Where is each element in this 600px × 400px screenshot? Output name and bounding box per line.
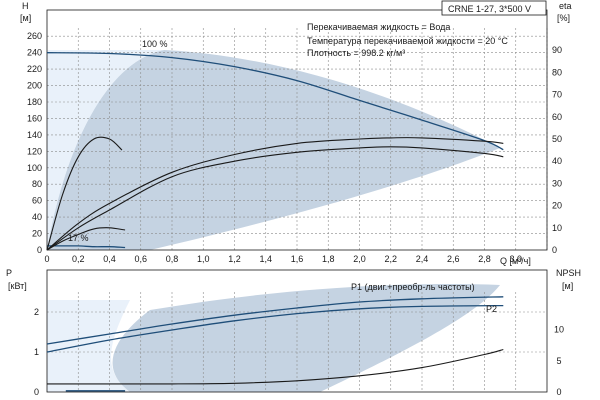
y-tick-label-left: 120: [27, 146, 42, 156]
y-label-right-bottom-2: [м]: [562, 281, 573, 291]
y-tick-label-left: 100: [27, 163, 42, 173]
x-tick-label: 1,8: [322, 254, 335, 264]
y-tick-label-right: 60: [552, 112, 562, 122]
y-tick-label-left: 160: [27, 113, 42, 123]
y-tick-label-right: 70: [552, 90, 562, 100]
x-tick-label: 0,6: [134, 254, 147, 264]
top-series-line-2: [46, 137, 504, 251]
series-top: [46, 52, 504, 251]
top-series-line-1: [47, 245, 126, 249]
x-tick-label: 2,6: [447, 254, 460, 264]
series-bottom: [46, 296, 504, 392]
series-label-p2: P2: [486, 304, 497, 314]
y-tick-label-left: 240: [27, 48, 42, 58]
x-tick-label: 2,8: [478, 254, 491, 264]
y-tick-label-left: 60: [32, 196, 42, 206]
series-label-p1: P1 (двиг.+преобр-ль частоты): [351, 282, 475, 292]
info-line-temperature: Температура перекачиваемой жидкости = 20…: [307, 36, 508, 46]
y-tick-label-right: 30: [552, 178, 562, 188]
y-label-left-bottom-2: [кВт]: [8, 281, 27, 291]
y-tick-label-right: 5: [556, 356, 561, 366]
x-tick-label: 0,4: [103, 254, 116, 264]
plot-frame-bottom: [46, 269, 548, 393]
x-tick-label: 1,0: [197, 254, 210, 264]
y-tick-label-right: 80: [552, 67, 562, 77]
top-series-line-5: [46, 227, 126, 251]
y-label-left-top-1: H: [22, 1, 29, 11]
y-tick-label-right: 40: [552, 156, 562, 166]
x-tick-label: 1,2: [228, 254, 241, 264]
y-tick-label-right: 20: [552, 201, 562, 211]
y-tick-label-right: 0: [552, 245, 557, 255]
y-tick-label-left: 80: [32, 179, 42, 189]
y-tick-label-left: 220: [27, 64, 42, 74]
y-tick-label-left: 40: [32, 212, 42, 222]
top-series-line-0: [46, 52, 504, 151]
x-tick-label: 0,2: [72, 254, 85, 264]
info-line-fluid: Перекачиваемая жидкость = Вода: [307, 22, 450, 32]
y-tick-label-right: 0: [556, 387, 561, 397]
x-tick-label: 1,6: [291, 254, 304, 264]
chart-title: CRNE 1-27, 3*500 V: [448, 4, 531, 14]
top-series-line-4: [46, 136, 123, 251]
plot-frame-top: [46, 9, 548, 251]
x-tick-label: 3,0: [509, 254, 522, 264]
x-tick-label: 2,2: [384, 254, 397, 264]
bottom-series-line-1: [46, 304, 504, 353]
y-tick-label-left: 140: [27, 130, 42, 140]
x-tick-label: 2,0: [353, 254, 366, 264]
y-tick-label-right: 90: [552, 45, 562, 55]
y-tick-label-left: 200: [27, 81, 42, 91]
y-label-right-top-1: eta: [559, 1, 572, 11]
x-tick-label: 0,8: [166, 254, 179, 264]
axes: [46, 9, 548, 393]
y-tick-label-right: 10: [554, 325, 564, 335]
info-line-density: Плотность = 998.2 кг/м³: [307, 48, 405, 58]
y-label-left-bottom-1: P: [6, 268, 12, 278]
y-tick-label-left: 2: [34, 307, 39, 317]
tick-labels: 0 0,2 0,4 0,6 0,8 1,0 1,2 1,4 1,6 1,8 2,0 2,2 2,4 2,6…: [27, 31, 564, 397]
y-tick-label-left: 0: [34, 387, 39, 397]
x-axis-label: Q [м³/ч]: [500, 256, 531, 266]
top-series-line-3: [46, 146, 504, 251]
y-tick-label-right: 10: [552, 223, 562, 233]
x-tick-label: 0: [44, 254, 49, 264]
y-tick-label-left: 260: [27, 31, 42, 41]
y-tick-label-right: 50: [552, 134, 562, 144]
chart-title-box: [441, 0, 547, 16]
y-label-left-top-2: [м]: [20, 13, 31, 23]
bottom-series-line-3: [46, 348, 504, 385]
grid-bottom: [47, 292, 547, 392]
y-tick-label-left: 20: [32, 229, 42, 239]
x-tick-label: 1,4: [259, 254, 272, 264]
x-tick-label: 2,4: [416, 254, 429, 264]
annotation-17-percent: 17 %: [68, 233, 89, 243]
y-label-right-top-2: [%]: [557, 13, 570, 23]
operating-range-shading-bottom: [47, 284, 500, 392]
y-tick-label-left: 180: [27, 97, 42, 107]
operating-range-shading-top: [47, 50, 500, 250]
annotation-100-percent: 100 %: [142, 39, 168, 49]
y-label-right-bottom-1: NPSH: [556, 268, 581, 278]
y-tick-label-left: 0: [37, 245, 42, 255]
y-tick-label-left: 1: [34, 347, 39, 357]
bottom-series-line-0: [46, 296, 504, 345]
